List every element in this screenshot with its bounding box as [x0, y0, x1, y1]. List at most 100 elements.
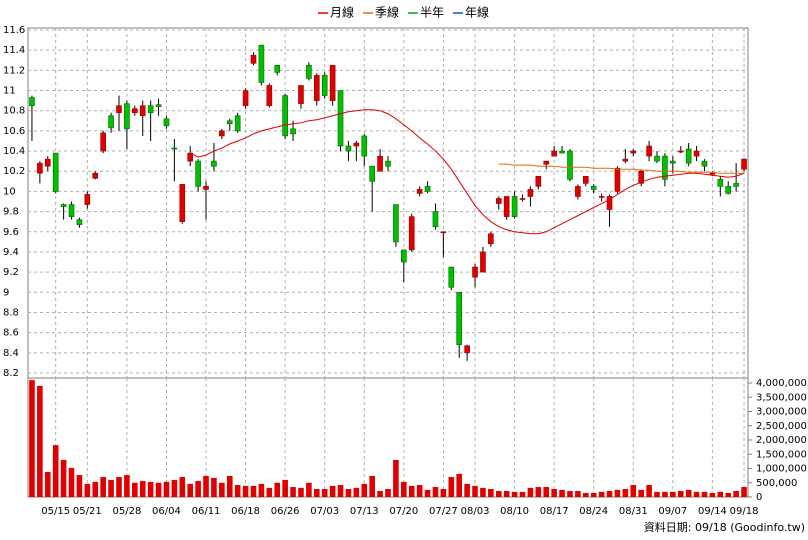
- volume-bar: [654, 491, 660, 497]
- candle-body: [52, 152, 59, 192]
- volume-panel: [27, 377, 749, 498]
- volume-bar: [116, 477, 122, 497]
- volume-bar: [337, 485, 344, 497]
- candle-body: [448, 266, 455, 288]
- volume-bar: [662, 491, 668, 497]
- candle-body: [440, 231, 447, 234]
- volume-tick-label: 500,000: [756, 478, 797, 489]
- candle-body: [258, 44, 265, 83]
- x-tick-label: 06/26: [271, 506, 300, 517]
- candle-body: [393, 204, 399, 243]
- x-tick-label: 09/18: [730, 506, 759, 517]
- y-tick-label: 8.2: [3, 368, 19, 379]
- volume-bar: [630, 485, 637, 497]
- y-tick-label: 11.4: [3, 45, 25, 56]
- candle-body: [432, 211, 439, 228]
- candle-body: [535, 175, 542, 187]
- volume-bar: [124, 475, 130, 497]
- volume-bar: [108, 479, 114, 497]
- candle-body: [282, 95, 288, 137]
- volume-bar: [408, 485, 415, 497]
- candle-body: [622, 158, 629, 162]
- candle-body: [68, 204, 75, 217]
- candle-body: [313, 75, 320, 101]
- candle-body: [543, 160, 550, 165]
- candle-body: [369, 165, 375, 182]
- volume-bar: [234, 485, 241, 497]
- candle-body: [385, 160, 391, 167]
- candle-body: [84, 194, 91, 205]
- volume-bar: [274, 482, 281, 497]
- legend-label: 月線: [330, 5, 354, 20]
- volume-bar: [733, 491, 739, 497]
- candle-body: [250, 54, 257, 64]
- candle-body: [306, 65, 312, 79]
- volume-bar: [519, 491, 526, 497]
- volume-bar: [258, 483, 265, 497]
- candle-body: [630, 150, 637, 154]
- volume-bar: [29, 380, 35, 497]
- volume-bar: [219, 482, 225, 497]
- candle-body: [614, 167, 621, 192]
- candle-body: [733, 183, 739, 187]
- volume-bar: [163, 481, 170, 497]
- volume-bar: [488, 489, 494, 497]
- x-tick-label: 07/13: [350, 506, 379, 517]
- volume-bar: [511, 491, 518, 497]
- volume-bar: [590, 493, 597, 497]
- volume-bar: [68, 467, 75, 497]
- y-tick-label: 10.4: [3, 146, 25, 157]
- volume-bar: [614, 489, 621, 497]
- volume-tick-label: 3,000,000: [756, 407, 807, 418]
- y-tick-label: 9.6: [3, 227, 19, 238]
- volume-bar: [321, 489, 328, 497]
- volume-bar: [432, 487, 439, 497]
- volume-bar: [535, 487, 542, 497]
- x-tick-label: 08/03: [461, 506, 490, 517]
- candle-body: [179, 184, 186, 222]
- candle-body: [108, 115, 114, 129]
- volume-bar: [92, 481, 99, 497]
- candle-body: [195, 160, 201, 187]
- candle-body: [266, 85, 273, 106]
- candle-body: [377, 155, 383, 172]
- candle-body: [511, 196, 518, 217]
- candle-body: [147, 105, 154, 114]
- candle-body: [464, 345, 470, 354]
- candle-body: [124, 103, 130, 130]
- volume-bar: [353, 487, 360, 497]
- volume-bar: [416, 485, 423, 497]
- candle-body: [424, 186, 431, 192]
- candle-body: [290, 128, 296, 135]
- volume-bar: [741, 487, 747, 497]
- candle-body: [171, 147, 178, 150]
- volume-bar: [306, 482, 312, 497]
- candle-body: [416, 189, 423, 194]
- x-tick-label: 06/04: [152, 506, 181, 517]
- candle-body: [519, 198, 526, 200]
- volume-bar: [606, 491, 613, 497]
- volume-bar: [329, 485, 336, 497]
- y-tick-label: 8.8: [3, 307, 19, 318]
- volume-tick-label: 4,000,000: [756, 378, 807, 389]
- volume-bar: [598, 491, 605, 497]
- volume-bar: [44, 471, 51, 497]
- volume-bar: [266, 487, 273, 497]
- volume-bar: [583, 493, 589, 497]
- volume-bar: [701, 491, 708, 497]
- y-tick-label: 11.2: [3, 65, 25, 76]
- candle-body: [345, 145, 352, 152]
- volume-bar: [147, 481, 154, 497]
- y-tick-label: 10.8: [3, 106, 25, 117]
- volume-bar: [456, 473, 463, 497]
- volume-tick-label: 2,000,000: [756, 435, 807, 446]
- volume-bar: [575, 491, 581, 497]
- candle-body: [654, 155, 660, 162]
- legend-label: 半年: [420, 6, 444, 20]
- x-tick-label: 08/24: [579, 506, 608, 517]
- volume-bar: [670, 491, 676, 497]
- volume-bar: [290, 487, 296, 497]
- candle-body: [701, 160, 708, 167]
- x-tick-label: 08/31: [619, 506, 648, 517]
- candle-body: [155, 104, 162, 107]
